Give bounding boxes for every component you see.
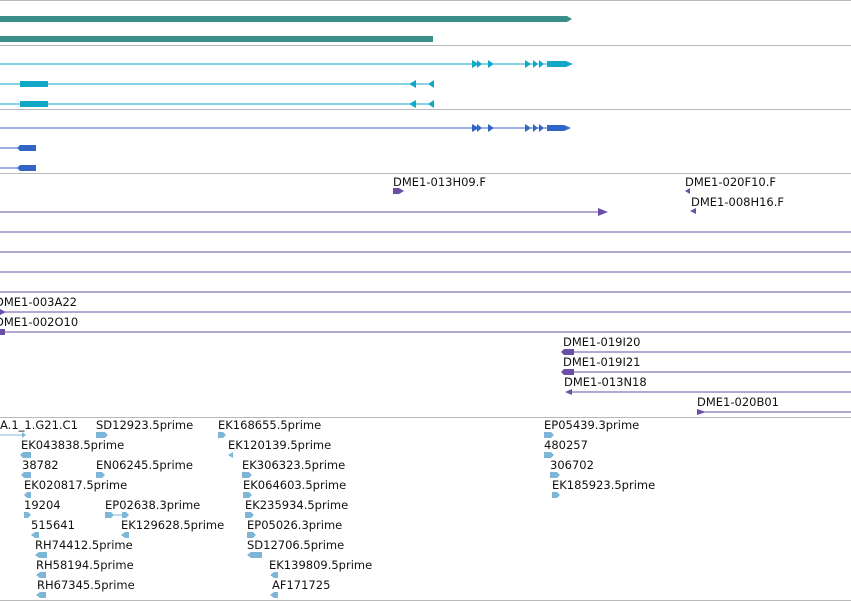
est-label: 515641 [31, 518, 75, 532]
clone-feature[interactable] [561, 369, 851, 375]
est-label: RH67345.5prime [37, 578, 135, 592]
est-feature[interactable] [242, 472, 252, 478]
clone-label: DME1-008H16.F [691, 195, 784, 209]
clone-feature[interactable] [697, 409, 851, 415]
est-feature[interactable] [228, 452, 233, 458]
est-feature[interactable] [544, 432, 554, 438]
transcript-model[interactable] [0, 124, 571, 132]
est-label: EP05439.3prime [544, 418, 639, 432]
clone-feature[interactable] [565, 389, 851, 395]
est-feature[interactable] [24, 492, 31, 498]
est-label: EK129628.5prime [121, 518, 224, 532]
clone-feature[interactable] [0, 309, 851, 315]
clone-label: DME1-019I21 [563, 355, 641, 369]
clone-label: DME1-013N18 [564, 375, 647, 389]
est-feature[interactable] [35, 552, 47, 558]
est-feature[interactable] [121, 532, 129, 538]
clone-label: DME1-020B01 [697, 395, 779, 409]
est-label: EK185923.5prime [552, 478, 655, 492]
est-feature[interactable] [105, 512, 129, 518]
est-feature[interactable] [31, 532, 39, 538]
clone-feature[interactable] [561, 349, 851, 355]
est-feature[interactable] [270, 592, 278, 598]
transcript-track-blue [0, 124, 571, 171]
clone-labels: DME1-013H09.F DME1-020F10.F DME1-008H16.… [0, 175, 784, 409]
est-feature[interactable] [96, 432, 108, 438]
est-feature[interactable] [0, 432, 26, 438]
transcript-model[interactable] [0, 60, 573, 68]
est-feature[interactable] [245, 512, 254, 518]
est-label: 38782 [22, 458, 59, 472]
est-label: AF171725 [272, 578, 330, 592]
transcript-model[interactable] [0, 80, 434, 88]
transcript-model[interactable] [0, 145, 36, 151]
est-label: EP05026.3prime [247, 518, 342, 532]
est-label: EK306323.5prime [242, 458, 345, 472]
clone-label: DME1-019I20 [563, 335, 641, 349]
transcript-track-cyan [0, 60, 573, 108]
est-label: EK120139.5prime [228, 438, 331, 452]
est-feature[interactable] [218, 432, 226, 438]
est-label: EK168655.5prime [218, 418, 321, 432]
est-label: RH58194.5prime [36, 558, 134, 572]
est-feature[interactable] [243, 492, 252, 498]
gene-span-track [0, 16, 572, 42]
est-label: SD12706.5prime [247, 538, 344, 552]
est-label: EK235934.5prime [245, 498, 348, 512]
est-feature[interactable] [552, 492, 560, 498]
est-feature[interactable] [247, 552, 262, 558]
est-label: EK020817.5prime [24, 478, 127, 492]
gene-span-bar[interactable] [0, 36, 433, 42]
est-feature[interactable] [96, 472, 105, 478]
clone-label: DME1-002O10 [0, 315, 78, 329]
est-track [0, 432, 560, 598]
clone-label: DME1-013H09.F [393, 175, 486, 189]
est-feature[interactable] [36, 572, 46, 578]
clone-label: DME1-020F10.F [685, 175, 776, 189]
est-label: SD12923.5prime [96, 418, 193, 432]
clone-track [0, 188, 851, 415]
clone-feature[interactable] [0, 208, 608, 216]
clone-label: DME1-003A22 [0, 295, 77, 309]
est-feature[interactable] [20, 452, 31, 458]
clone-end-marker[interactable] [690, 208, 696, 214]
est-label: EK139809.5prime [269, 558, 372, 572]
est-label: EP02638.3prime [105, 498, 200, 512]
est-label: A.1_1.G21.C1 [0, 418, 78, 432]
gene-span-bar[interactable] [0, 16, 572, 22]
est-label: 306702 [550, 458, 594, 472]
est-feature[interactable] [36, 592, 46, 598]
est-feature[interactable] [550, 472, 560, 478]
est-feature[interactable] [247, 532, 256, 538]
est-label: EK043838.5prime [21, 438, 124, 452]
est-feature[interactable] [544, 452, 554, 458]
est-feature[interactable] [21, 472, 31, 478]
transcript-model[interactable] [0, 100, 434, 108]
clone-end-marker[interactable] [393, 188, 404, 194]
clone-feature[interactable] [0, 329, 851, 335]
est-label: 480257 [544, 438, 588, 452]
est-label: EN06245.5prime [96, 458, 193, 472]
est-labels: A.1_1.G21.C1 SD12923.5prime EK168655.5pr… [0, 418, 655, 592]
est-feature[interactable] [24, 512, 31, 518]
est-label: EK064603.5prime [243, 478, 346, 492]
est-feature[interactable] [270, 572, 278, 578]
clone-end-marker[interactable] [685, 188, 690, 194]
transcript-model[interactable] [0, 165, 36, 171]
est-label: 19204 [24, 498, 61, 512]
est-label: RH74412.5prime [35, 538, 133, 552]
